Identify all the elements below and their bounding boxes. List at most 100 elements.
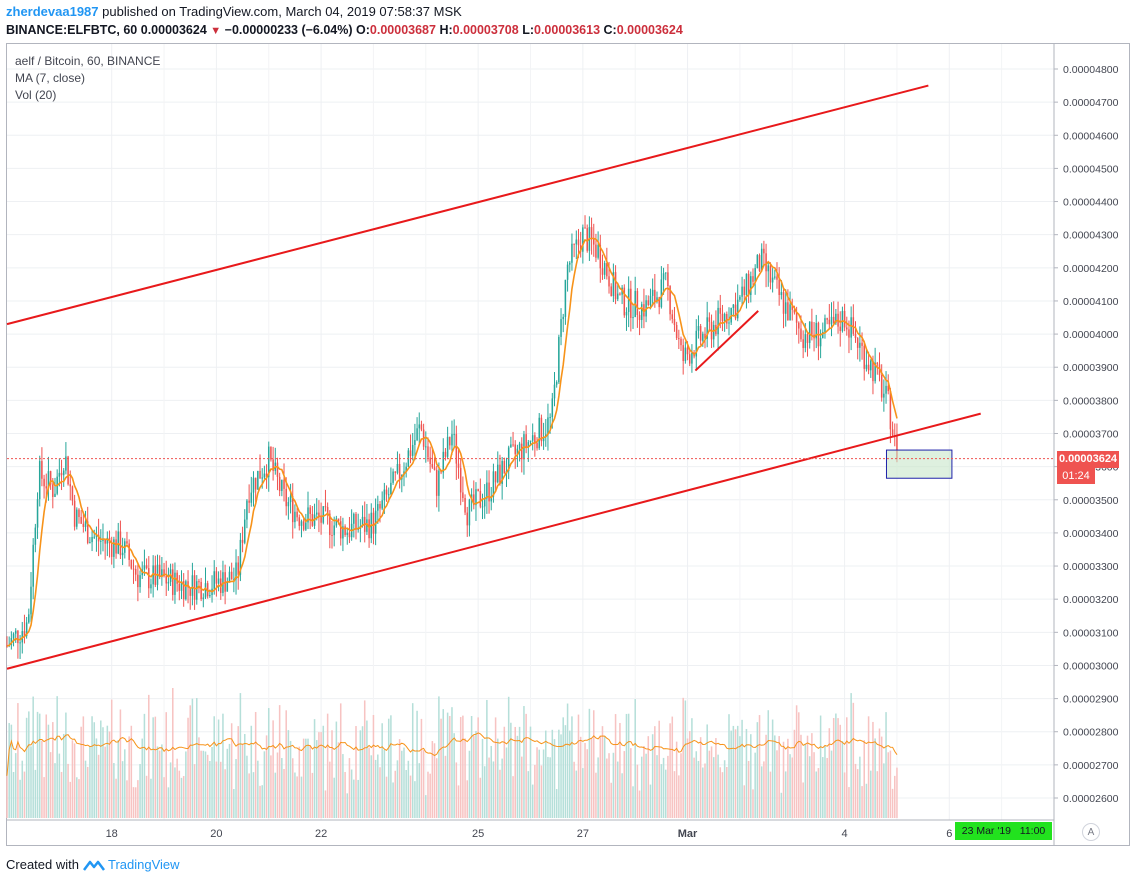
candle-body [863, 345, 865, 369]
volume-bar [706, 724, 708, 818]
volume-bar [640, 756, 643, 818]
candle-body [28, 614, 30, 623]
volume-bar [342, 754, 344, 818]
price-tick-label: 0.00004100 [1063, 296, 1119, 308]
volume-bar [501, 758, 503, 818]
volume-bar [86, 766, 89, 818]
volume-bar [776, 750, 778, 818]
footer: Created with TradingView [6, 857, 180, 873]
volume-bar [457, 785, 460, 818]
candle-body [754, 268, 756, 282]
candle-body [861, 342, 863, 346]
volume-bar [795, 705, 798, 818]
candle-body [372, 512, 375, 534]
candle-body [640, 304, 643, 321]
time-tick-label: Mar [678, 828, 698, 840]
volume-bar [586, 749, 588, 818]
candle-body [562, 316, 564, 320]
candle-body [492, 471, 495, 497]
legend-ma[interactable]: MA (7, close) [15, 71, 86, 85]
volume-bar [372, 715, 375, 818]
volume-bar [318, 732, 320, 818]
candle-body [405, 466, 407, 472]
volume-bar [89, 746, 91, 818]
candle-body [198, 581, 200, 583]
candle-body [717, 307, 719, 335]
candle-body [178, 583, 181, 591]
candle-body [82, 523, 85, 527]
tradingview-brand[interactable]: TradingView [107, 857, 180, 872]
volume-bar [263, 751, 266, 818]
candle-body [802, 339, 804, 348]
volume-bar [337, 742, 340, 818]
volume-bar [6, 775, 8, 818]
volume-bar [374, 759, 377, 818]
volume-bar [752, 789, 754, 818]
volume-bar [113, 763, 115, 818]
candle-body [741, 286, 743, 297]
volume-bar [409, 775, 412, 818]
volume-bar [237, 726, 239, 818]
legend-vol[interactable]: Vol (20) [15, 88, 57, 102]
candle-body [459, 467, 462, 493]
candle-body [483, 498, 486, 507]
volume-bar [19, 779, 21, 818]
candle-body [896, 435, 898, 459]
candle-body [130, 559, 133, 569]
author-name[interactable]: zherdevaa1987 [6, 4, 99, 19]
candle-body [477, 489, 479, 492]
volume-bar [621, 773, 623, 818]
volume-bar [660, 764, 663, 818]
candle-body [606, 262, 608, 277]
candle-body [566, 264, 569, 280]
candle-body [366, 519, 368, 532]
volume-bar [503, 726, 506, 818]
auto-scale-button[interactable]: A [1082, 823, 1100, 841]
candle-body [595, 244, 597, 258]
candle-body [324, 506, 327, 508]
candle-body [84, 521, 87, 527]
candle-body [856, 338, 859, 348]
candle-body [885, 385, 887, 394]
volume-bar [780, 792, 783, 818]
close-value: 0.00003624 [616, 23, 683, 37]
volume-bar [128, 736, 130, 818]
candle-body [189, 587, 191, 596]
candle-body [228, 571, 231, 583]
candle-body [36, 499, 39, 528]
volume-bar [213, 716, 215, 818]
volume-bar [431, 741, 434, 818]
candle-body [736, 299, 739, 319]
volume-bar [270, 755, 272, 818]
price-change: −0.00000233 (−6.04%) [224, 23, 353, 37]
price-tick-label: 0.00004600 [1063, 130, 1119, 142]
volume-bar [468, 750, 471, 818]
volume-bar [848, 787, 850, 818]
volume-bar [191, 698, 194, 818]
volume-bar [387, 718, 390, 818]
volume-bar [102, 727, 104, 818]
candle-body [678, 338, 680, 340]
candle-body [163, 569, 165, 577]
candle-body [95, 534, 98, 537]
candle-body [58, 472, 61, 477]
volume-bar [137, 780, 139, 818]
volume-bar [158, 750, 161, 818]
price-tick-label: 0.00003700 [1063, 429, 1119, 441]
volume-bar [669, 723, 671, 818]
volume-bar [383, 749, 386, 818]
high-label: H: [439, 23, 453, 37]
volume-bar [573, 761, 575, 818]
volume-bar [355, 726, 357, 818]
ma-line [6, 237, 898, 647]
candle-body [671, 314, 674, 320]
volume-bar [856, 769, 859, 818]
volume-bar [518, 726, 521, 818]
volume-bar [592, 710, 595, 818]
volume-bar [97, 754, 100, 818]
volume-bar [832, 718, 835, 818]
candle-body [547, 417, 549, 435]
volume-bar [320, 732, 322, 818]
volume-bar [667, 755, 669, 818]
